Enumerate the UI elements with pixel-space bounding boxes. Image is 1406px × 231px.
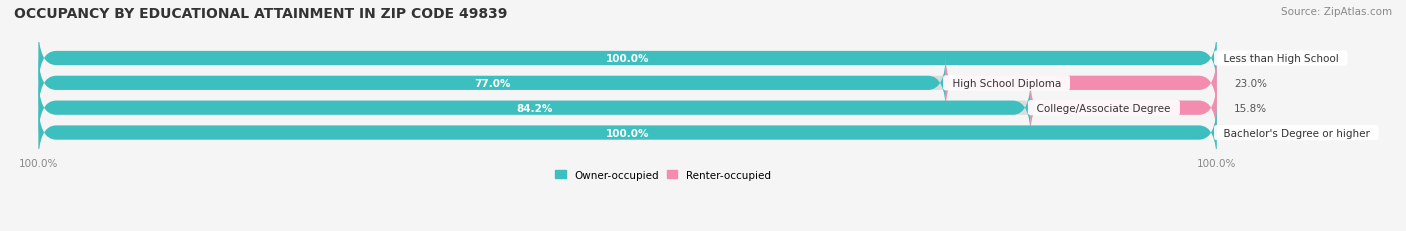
FancyBboxPatch shape <box>38 78 1031 138</box>
Text: Less than High School: Less than High School <box>1216 54 1346 64</box>
FancyBboxPatch shape <box>38 53 1216 114</box>
FancyBboxPatch shape <box>38 103 1216 163</box>
Text: 15.8%: 15.8% <box>1234 103 1267 113</box>
Text: 0.0%: 0.0% <box>1234 54 1261 64</box>
FancyBboxPatch shape <box>38 103 1216 163</box>
Text: 84.2%: 84.2% <box>516 103 553 113</box>
Text: 0.0%: 0.0% <box>1234 128 1261 138</box>
FancyBboxPatch shape <box>38 29 1216 89</box>
Text: College/Associate Degree: College/Associate Degree <box>1031 103 1177 113</box>
Text: Bachelor's Degree or higher: Bachelor's Degree or higher <box>1216 128 1376 138</box>
Text: High School Diploma: High School Diploma <box>946 79 1067 88</box>
Text: 100.0%: 100.0% <box>606 54 650 64</box>
FancyBboxPatch shape <box>38 29 1216 89</box>
FancyBboxPatch shape <box>946 53 1216 114</box>
Text: OCCUPANCY BY EDUCATIONAL ATTAINMENT IN ZIP CODE 49839: OCCUPANCY BY EDUCATIONAL ATTAINMENT IN Z… <box>14 7 508 21</box>
Text: Source: ZipAtlas.com: Source: ZipAtlas.com <box>1281 7 1392 17</box>
FancyBboxPatch shape <box>38 78 1216 138</box>
FancyBboxPatch shape <box>1031 78 1216 138</box>
Text: 23.0%: 23.0% <box>1234 79 1267 88</box>
Legend: Owner-occupied, Renter-occupied: Owner-occupied, Renter-occupied <box>551 166 775 184</box>
FancyBboxPatch shape <box>38 53 946 114</box>
Text: 100.0%: 100.0% <box>606 128 650 138</box>
Text: 77.0%: 77.0% <box>474 79 510 88</box>
